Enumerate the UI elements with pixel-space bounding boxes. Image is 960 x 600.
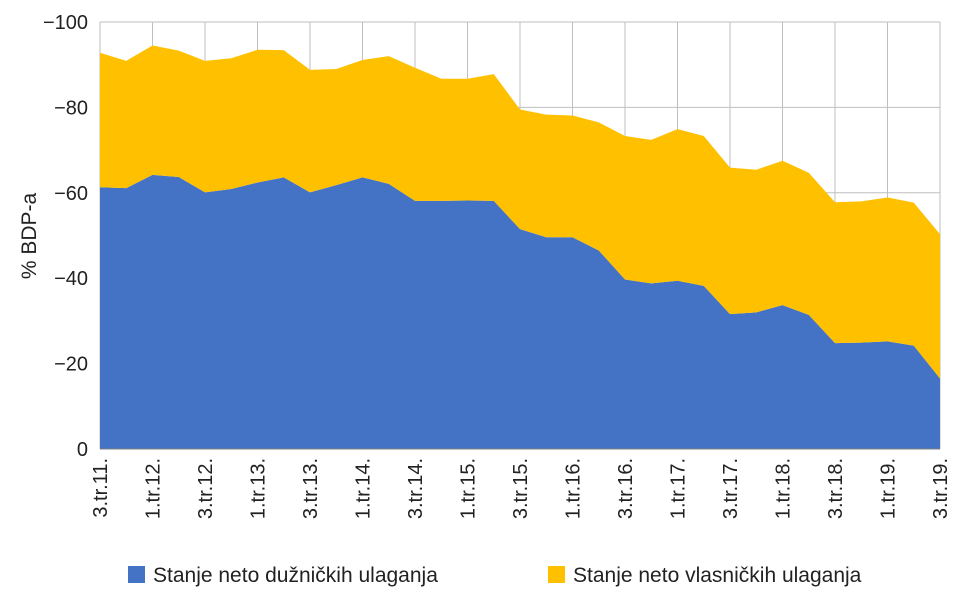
x-tick-label: 1.tr.15. [458, 458, 480, 519]
x-tick-label: 3.tr.12. [195, 458, 217, 519]
legend: Stanje neto dužničkih ulaganja Stanje net… [128, 564, 862, 587]
x-tick-label: 1.tr.13. [248, 458, 270, 519]
plot-areas [100, 45, 940, 449]
x-tick-labels: 3.tr.11. 1.tr.12. 3.tr.12. 1.tr.13. 3.tr.13.… [90, 458, 952, 519]
y-tick-label: 0 [77, 439, 88, 461]
x-tick-label: 1.tr.16. [563, 458, 585, 519]
x-tick-label: 1.tr.12. [143, 458, 165, 519]
x-tick-label: 3.tr.11. [90, 458, 112, 518]
y-axis-label: % BDP-a [18, 193, 41, 280]
series-area-2 [100, 45, 940, 379]
y-tick-label: −80 [54, 97, 88, 119]
legend-label: Stanje neto dužničkih ulaganja [153, 564, 438, 587]
x-tick-label: 1.tr.19. [878, 458, 900, 519]
x-tick-label: 3.tr.16. [615, 458, 637, 519]
y-tick-label: −40 [54, 268, 88, 290]
x-tick-label: 3.tr.13. [300, 458, 322, 519]
x-tick-label: 3.tr.19. [930, 458, 952, 519]
y-tick-labels: −100 −80 −60 −40 −20 0 [43, 12, 88, 461]
y-tick-label: −60 [54, 183, 88, 205]
legend-label: Stanje neto vlasničkih ulaganja [573, 564, 862, 587]
x-tick-label: 1.tr.17. [668, 458, 690, 519]
x-tick-label: 1.tr.18. [773, 458, 795, 519]
x-tick-label: 3.tr.18. [825, 458, 847, 519]
x-tick-label: 3.tr.15. [510, 458, 532, 519]
legend-swatch [128, 566, 145, 583]
x-tick-label: 3.tr.14. [405, 458, 427, 519]
x-tick-label: 1.tr.14. [353, 458, 375, 519]
y-tick-label: −20 [54, 354, 88, 376]
series-area-1 [100, 174, 940, 449]
legend-swatch [548, 566, 565, 583]
x-tick-label: 3.tr.17. [720, 458, 742, 519]
y-tick-label: −100 [43, 12, 88, 34]
